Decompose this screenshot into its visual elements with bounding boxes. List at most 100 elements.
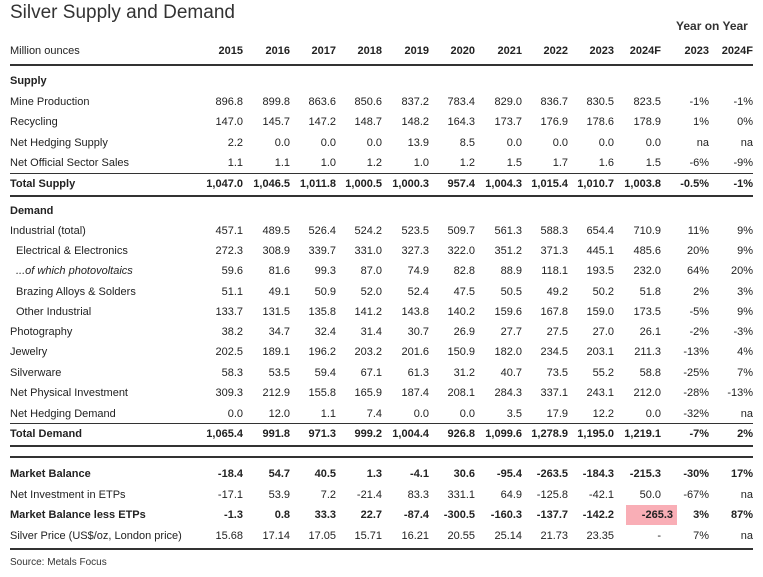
yoy-cell: -1% xyxy=(733,96,753,108)
table-cell: 50.9 xyxy=(314,286,336,298)
row-label: Net Official Sector Sales xyxy=(10,157,130,169)
table-cell: 1,278.9 xyxy=(531,428,568,440)
table-cell: 17.9 xyxy=(546,408,568,420)
table-cell: 49.1 xyxy=(268,286,290,298)
yoy-cell: -13% xyxy=(683,346,709,358)
section-rule xyxy=(10,456,753,458)
row-label: Industrial (total) xyxy=(10,225,86,237)
yoy-cell: -30% xyxy=(683,468,709,480)
table-cell: 829.0 xyxy=(494,96,522,108)
table-cell: -4.1 xyxy=(410,468,429,480)
yoy-cell: 20% xyxy=(686,245,709,257)
yoy-cell: 2% xyxy=(737,428,753,440)
table-cell: 308.9 xyxy=(262,245,290,257)
table-cell: 74.9 xyxy=(407,265,429,277)
table-cell: 88.9 xyxy=(500,265,522,277)
table-cell: 371.3 xyxy=(540,245,568,257)
table-cell: 0.0 xyxy=(552,137,568,149)
table-cell: 211.3 xyxy=(634,346,661,358)
table-cell: 272.3 xyxy=(215,245,243,257)
table-cell: 1.6 xyxy=(598,157,614,169)
table-cell: 59.6 xyxy=(221,265,243,277)
table-cell: 30.7 xyxy=(407,326,429,338)
header-yoy: 2023 xyxy=(684,45,709,57)
table-cell: 147.0 xyxy=(215,116,243,128)
table-cell: 1,004.3 xyxy=(485,178,522,190)
row-label: Electrical & Electronics xyxy=(16,245,128,257)
table-cell: 1.2 xyxy=(459,157,475,169)
row-label: Net Hedging Supply xyxy=(10,137,108,149)
table-cell: -95.4 xyxy=(496,468,522,480)
table-cell: 15.68 xyxy=(215,530,243,542)
footer-rule xyxy=(10,548,753,550)
table-cell: 26.1 xyxy=(639,326,661,338)
table-cell: 52.4 xyxy=(407,286,429,298)
table-cell: 155.8 xyxy=(308,387,336,399)
yoy-cell: 11% xyxy=(687,225,709,237)
table-cell: 1,046.5 xyxy=(253,178,290,190)
table-cell: 40.7 xyxy=(500,367,522,379)
table-cell: 457.1 xyxy=(215,225,243,237)
table-cell: 178.6 xyxy=(586,116,614,128)
table-cell: -263.5 xyxy=(536,468,568,480)
yoy-cell: -0.5% xyxy=(680,178,709,190)
yoy-cell: 87% xyxy=(730,509,753,521)
yoy-cell: -13% xyxy=(727,387,753,399)
yoy-cell: -9% xyxy=(733,157,753,169)
table-cell: 1,004.4 xyxy=(392,428,429,440)
yoy-cell: -5% xyxy=(689,306,709,318)
table-cell: 176.9 xyxy=(540,116,568,128)
row-label: Jewelry xyxy=(10,346,48,358)
table-cell: -137.7 xyxy=(536,509,568,521)
units-label: Million ounces xyxy=(10,45,80,57)
table-cell: 64.9 xyxy=(500,489,522,501)
table-cell: 51.8 xyxy=(639,286,661,298)
table-cell: 27.5 xyxy=(546,326,568,338)
yoy-cell: -1% xyxy=(689,96,709,108)
yoy-cell: na xyxy=(740,137,753,149)
table-row: Industrial (total) 457.1 489.5 526.4 524.2 52… xyxy=(10,221,753,241)
yoy-cell: 7% xyxy=(693,530,709,542)
row-label: Recycling xyxy=(10,116,58,128)
row-label: Net Physical Investment xyxy=(10,387,128,399)
table-cell: 896.8 xyxy=(215,96,243,108)
table-cell: 40.5 xyxy=(314,468,336,480)
table-cell: 232.0 xyxy=(633,265,661,277)
yoy-cell: 17% xyxy=(730,468,753,480)
table-cell: 957.4 xyxy=(447,178,475,190)
table-cell: 173.7 xyxy=(494,116,522,128)
row-label: Market Balance less ETPs xyxy=(10,509,146,521)
table-cell: 165.9 xyxy=(354,387,382,399)
row-label: Net Hedging Demand xyxy=(10,408,116,420)
total-rule xyxy=(10,173,753,174)
table-cell: 7.4 xyxy=(366,408,382,420)
table-cell: 159.0 xyxy=(586,306,614,318)
table-cell: 1,010.7 xyxy=(577,178,614,190)
table-cell: 445.1 xyxy=(586,245,614,257)
table-row: Other Industrial 133.7 131.5 135.8 141.2 143.… xyxy=(10,302,753,322)
table-cell: 991.8 xyxy=(262,428,290,440)
table-cell: 836.7 xyxy=(540,96,568,108)
table-row: Market Balance less ETPs -1.3 0.8 33.3 22.7 -… xyxy=(10,505,753,525)
yoy-cell: -28% xyxy=(683,387,709,399)
row-label: Other Industrial xyxy=(16,306,92,318)
table-cell: 0.0 xyxy=(459,408,475,420)
table-cell: 1,099.6 xyxy=(485,428,522,440)
table-cell: 73.5 xyxy=(546,367,568,379)
yoy-cell: -6% xyxy=(689,157,709,169)
table-cell: 59.4 xyxy=(314,367,336,379)
table-cell: 1,195.0 xyxy=(577,428,614,440)
table-cell: 58.3 xyxy=(221,367,243,379)
table-cell: 783.4 xyxy=(447,96,475,108)
table-cell: 182.0 xyxy=(494,346,522,358)
table-cell: 489.5 xyxy=(262,225,290,237)
table-cell: -1.3 xyxy=(224,509,243,521)
yoy-cell: na xyxy=(740,489,753,501)
table-cell: 49.2 xyxy=(546,286,568,298)
table-cell: 208.1 xyxy=(447,387,475,399)
table-cell: -42.1 xyxy=(588,489,614,501)
row-label: Silver Price (US$/oz, London price) xyxy=(10,530,182,542)
table-cell: 561.3 xyxy=(494,225,522,237)
table-cell: 27.7 xyxy=(500,326,522,338)
table-cell: 15.71 xyxy=(354,530,382,542)
